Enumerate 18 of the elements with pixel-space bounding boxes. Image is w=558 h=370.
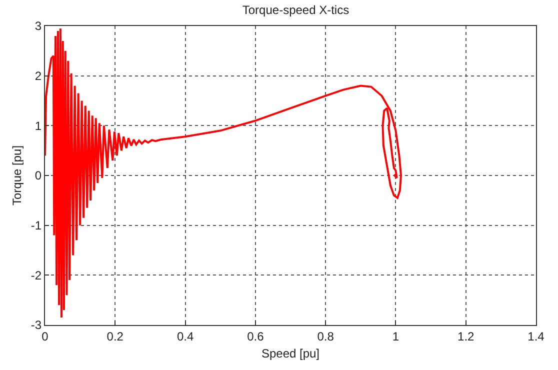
x-tick-label: 0.2 [106, 329, 124, 344]
y-tick-label: -3 [30, 318, 42, 332]
y-tick-label: 0 [34, 168, 42, 183]
y-tick-label: -1 [30, 218, 42, 233]
chart-title: Torque-speed X-tics [242, 2, 350, 17]
y-tick-label: 2 [34, 69, 42, 84]
x-axis-title: Speed [pu] [261, 346, 320, 360]
x-tick-label: 1.2 [458, 329, 475, 344]
y-tick-label: 3 [34, 19, 42, 34]
x-tick-label: 1.4 [528, 329, 545, 344]
line-series [45, 27, 402, 319]
x-tick-label: 0.8 [317, 329, 334, 344]
x-tick-label: 1 [392, 329, 400, 344]
y-tick-label: 1 [34, 118, 42, 133]
x-tick-label: 0.6 [247, 329, 264, 344]
y-tick-label: -2 [30, 268, 42, 282]
y-axis-title: Torque [pu] [10, 145, 24, 206]
x-tick-label: 0.4 [176, 329, 194, 344]
